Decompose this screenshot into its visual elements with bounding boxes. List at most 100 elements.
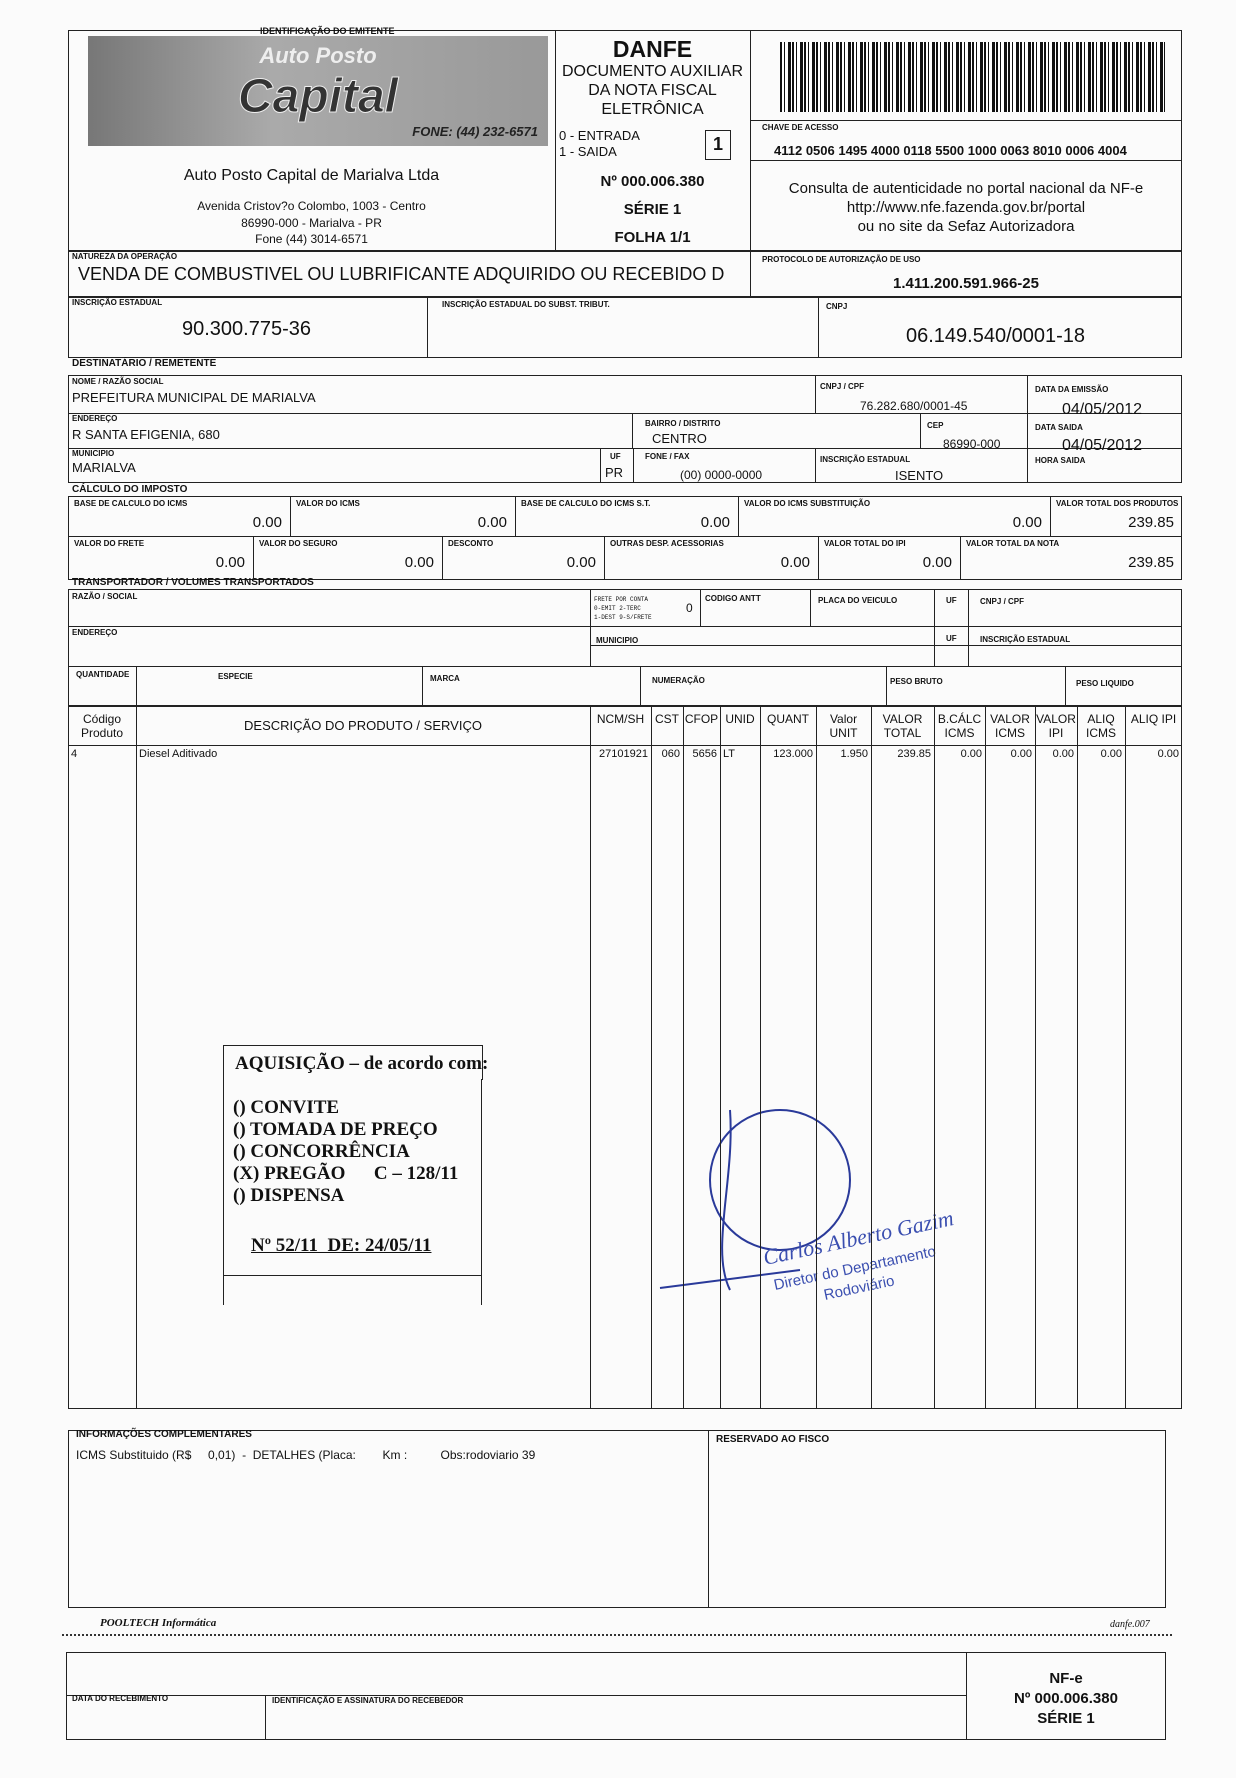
fisco-label: RESERVADO AO FISCO	[716, 1434, 830, 1445]
imposto-label: VALOR DO SEGURO	[259, 539, 338, 548]
transp-ie-label: INSCRIÇÃO ESTADUAL	[980, 635, 1071, 644]
imposto-label: VALOR TOTAL DO IPI	[824, 539, 906, 548]
signature-circle	[709, 1109, 851, 1251]
imposto-value: 0.00	[922, 554, 952, 571]
product-cell: 0.00	[1157, 748, 1179, 760]
transp-box	[68, 589, 1182, 707]
product-cell: 0.00	[1010, 748, 1032, 760]
chave-label: CHAVE DE ACESSO	[762, 123, 839, 132]
dest-cep: 86990-000	[943, 437, 1001, 451]
info-box	[68, 1430, 1166, 1608]
frete-label-2: 0-EMIT 2-TERC	[594, 605, 641, 612]
column-header: QUANT	[767, 712, 809, 726]
placa-label: PLACA DO VEICULO	[818, 596, 898, 605]
dest-ie-label: INSCRIÇÃO ESTADUAL	[820, 455, 911, 464]
danfe-title: DANFE	[612, 36, 693, 62]
product-cell: 4	[71, 748, 78, 760]
dest-bairro-label: BAIRRO / DISTRITO	[645, 419, 721, 428]
column-divider	[1125, 705, 1126, 1409]
consulta-text-3: ou no site da Sefaz Autorizadora	[857, 218, 1075, 235]
emitente-phone: Fone (44) 3014-6571	[255, 232, 368, 246]
natureza-row	[68, 250, 1182, 298]
column-divider	[871, 705, 872, 1409]
dest-ie: ISENTO	[895, 468, 944, 483]
info-label: INFORMAÇÕES COMPLEMENTARES	[76, 1429, 252, 1440]
dest-cnpj: 76.282.680/0001-45	[860, 399, 968, 413]
ie-label: INSCRIÇÃO ESTADUAL	[72, 298, 163, 307]
dest-cnpj-label: CNPJ / CPF	[820, 382, 865, 391]
dest-bairro: CENTRO	[652, 431, 707, 446]
canhoto-numero: Nº 000.006.380	[1014, 1690, 1118, 1707]
peso-bruto-label: PESO BRUTO	[890, 677, 943, 686]
dest-saida-label: DATA SAIDA	[1035, 423, 1083, 432]
stamp-numero: Nº 52/11 DE: 24/05/11	[251, 1235, 432, 1256]
column-header: B.CÁLC ICMS	[937, 712, 982, 740]
dest-uf-label: UF	[610, 452, 621, 461]
nf-folha: FOLHA 1/1	[614, 229, 691, 246]
column-header: UNID	[725, 712, 755, 726]
info-text: ICMS Substituido (R$ 0,01) - DETALHES (P…	[76, 1448, 536, 1462]
column-header: DESCRIÇÃO DO PRODUTO / SERVIÇO	[244, 718, 482, 733]
dest-title: DESTINATÁRIO / REMETENTE	[72, 358, 217, 369]
column-header: Código Produto	[80, 712, 124, 740]
signature-stamp: Carlos Alberto Gazim Diretor do Departam…	[659, 1109, 956, 1304]
divider	[442, 536, 443, 580]
stamp-option: () TOMADA DE PREÇO	[233, 1119, 438, 1140]
imposto-value: 239.85	[1128, 514, 1174, 531]
product-cell: Diesel Aditivado	[139, 748, 218, 760]
imposto-label: DESCONTO	[448, 539, 494, 548]
divider	[960, 536, 961, 580]
tipo-box: 1	[705, 130, 731, 160]
dest-fone: (00) 0000-0000	[680, 468, 763, 482]
quantidade-label: QUANTIDADE	[76, 670, 130, 679]
dest-fone-label: FONE / FAX	[645, 452, 690, 461]
footer-software: POOLTECH Informática	[100, 1617, 217, 1629]
stamp-option: (X) PREGÃO C – 128/11	[233, 1163, 459, 1184]
consulta-url[interactable]: http://www.nfe.fazenda.gov.br/portal	[846, 199, 1086, 216]
product-cell: 0.00	[960, 748, 982, 760]
column-divider	[683, 705, 684, 1409]
imposto-value: 0.00	[566, 554, 596, 571]
canhoto-assin-label: IDENTIFICAÇÃO E ASSINATURA DO RECEBEDOR	[272, 1696, 464, 1705]
transp-title: TRANSPORTADOR / VOLUMES TRANSPORTADOS	[72, 577, 314, 588]
divider	[818, 536, 819, 580]
transp-cnpj-label: CNPJ / CPF	[980, 597, 1025, 606]
product-cell: 123.000	[773, 748, 813, 760]
product-cell: LT	[723, 748, 736, 760]
divider	[604, 536, 605, 580]
saida-label: 1 - SAIDA	[559, 144, 617, 159]
imposto-value: 0.00	[1012, 514, 1042, 531]
logo-text-1: Auto Posto	[259, 43, 377, 68]
divider	[290, 496, 291, 536]
dest-emissao: 04/05/2012	[1062, 401, 1143, 418]
column-divider	[760, 705, 761, 1409]
dest-nome: PREFEITURA MUNICIPAL DE MARIALVA	[72, 390, 316, 405]
danfe-subtitle-3: ELETRÔNICA	[601, 101, 704, 118]
stamp-title: AQUISIÇÃO – de acordo com:	[235, 1053, 489, 1074]
imposto-label: VALOR TOTAL DOS PRODUTOS	[1056, 499, 1179, 508]
product-cell: 0.00	[1100, 748, 1122, 760]
transp-mun-label: MUNICIPIO	[596, 636, 639, 645]
products-table	[68, 705, 1182, 1409]
imposto-label: VALOR TOTAL DA NOTA	[966, 539, 1060, 548]
column-header: NCM/SH	[596, 712, 645, 726]
acquisition-stamp: AQUISIÇÃO – de acordo com: () CONVITE() …	[223, 1045, 488, 1305]
column-header: VALOR TOTAL	[882, 712, 923, 740]
protocolo-label: PROTOCOLO DE AUTORIZAÇÃO DE USO	[762, 255, 921, 264]
imposto-value: 239.85	[1128, 554, 1174, 571]
column-divider	[1035, 705, 1036, 1409]
product-cell: 1.950	[840, 748, 868, 760]
product-cell: 0.00	[1052, 748, 1074, 760]
barcode	[780, 42, 1165, 112]
peso-liquido-label: PESO LIQUIDO	[1076, 679, 1134, 688]
protocolo-value: 1.411.200.591.966-25	[893, 275, 1039, 292]
ie-row	[68, 296, 1182, 358]
logo-text-2: Capital	[237, 70, 399, 124]
danfe-subtitle-2: DA NOTA FISCAL	[588, 82, 717, 99]
consulta-text-1: Consulta de autenticidade no portal naci…	[788, 180, 1144, 197]
imposto-label: VALOR DO FRETE	[74, 539, 145, 548]
column-divider	[1077, 705, 1078, 1409]
emitente-address: Avenida Cristov?o Colombo, 1003 - Centro	[197, 199, 426, 213]
product-cell: 060	[661, 748, 680, 760]
